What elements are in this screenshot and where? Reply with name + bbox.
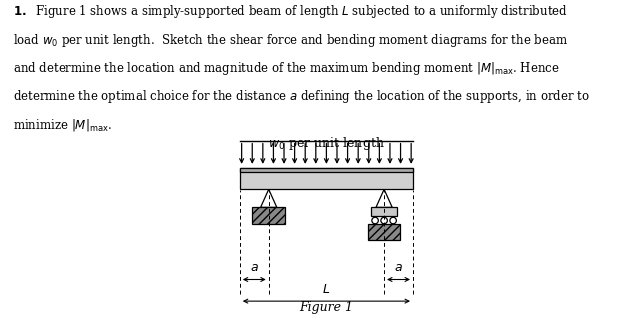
Polygon shape: [260, 189, 277, 207]
Text: $a$: $a$: [250, 261, 259, 274]
Polygon shape: [252, 207, 285, 223]
Text: minimize $|M|_{\mathrm{max}}$.: minimize $|M|_{\mathrm{max}}$.: [13, 117, 112, 133]
Text: $L$: $L$: [323, 283, 330, 296]
Text: determine the optimal choice for the distance $a$ defining the location of the s: determine the optimal choice for the dis…: [13, 88, 589, 105]
Polygon shape: [240, 168, 413, 189]
Polygon shape: [240, 168, 413, 172]
Polygon shape: [368, 224, 401, 240]
Text: Figure 1: Figure 1: [300, 301, 353, 314]
Polygon shape: [376, 189, 392, 207]
Circle shape: [372, 217, 378, 224]
Text: load $w_0$ per unit length.  Sketch the shear force and bending moment diagrams : load $w_0$ per unit length. Sketch the s…: [13, 32, 568, 49]
Text: $w_0$ per unit length: $w_0$ per unit length: [268, 135, 385, 152]
Text: and determine the location and magnitude of the maximum bending moment $|M|_{\ma: and determine the location and magnitude…: [13, 60, 559, 77]
Circle shape: [381, 217, 387, 224]
Text: $a$: $a$: [394, 261, 403, 274]
Polygon shape: [371, 207, 397, 216]
Circle shape: [390, 217, 396, 224]
Text: $\mathbf{1.}$  Figure 1 shows a simply-supported beam of length $L$ subjected to: $\mathbf{1.}$ Figure 1 shows a simply-su…: [13, 3, 568, 20]
